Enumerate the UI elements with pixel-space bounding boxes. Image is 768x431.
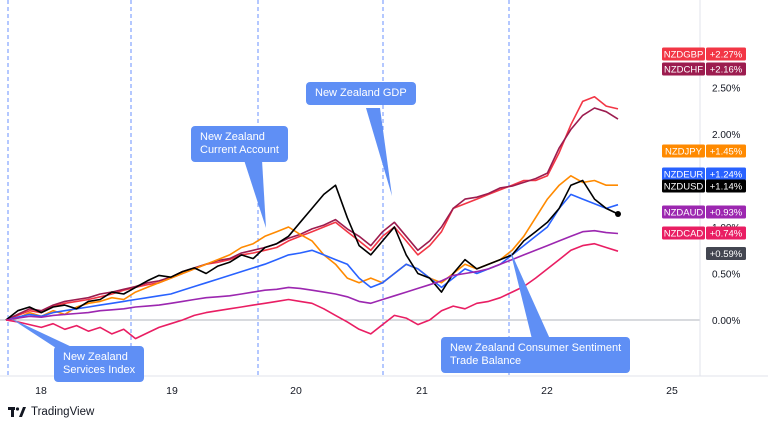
x-tick-label: 18 bbox=[35, 385, 47, 397]
series-layer bbox=[5, 96, 621, 340]
series-tag-nzdgbp: NZDGBP +2.27% bbox=[662, 47, 746, 61]
x-tick-label: 20 bbox=[290, 385, 302, 397]
series-tag-nzdeur: NZDEUR +1.24% bbox=[662, 167, 746, 181]
pointer-gdp bbox=[366, 108, 392, 196]
series-tag-name: NZDEUR bbox=[664, 170, 704, 181]
series-line-nzdjpy bbox=[5, 175, 618, 321]
series-tag-name-bg bbox=[662, 62, 705, 76]
footer-brand: TradingView bbox=[31, 406, 95, 418]
x-tick-label: 25 bbox=[666, 385, 678, 397]
series-tag-name: NZDAUD bbox=[664, 208, 704, 219]
series-tag-value: +0.93% bbox=[710, 208, 743, 219]
series-tag-value-bg bbox=[706, 144, 746, 158]
series-tag-name: NZDJPY bbox=[665, 147, 703, 158]
plot-background bbox=[0, 0, 700, 376]
series-tag-value-bg bbox=[706, 47, 746, 61]
series-tag-nzdaud: NZDAUD +0.93% bbox=[662, 205, 746, 219]
x-axis-ticks: 18 19 20 21 22 25 bbox=[35, 385, 678, 397]
series-line-nzdaud bbox=[5, 229, 619, 321]
series-tag-value-bg bbox=[706, 62, 746, 76]
x-tick-label: 21 bbox=[416, 385, 428, 397]
annotation-services-index: New Zealand Services Index bbox=[54, 346, 145, 382]
series-tag-nzdjpy: NZDJPY +1.45% bbox=[662, 144, 746, 158]
x-tick-label: 22 bbox=[541, 385, 553, 397]
pointer-current-account bbox=[244, 160, 266, 228]
annotation-consumer-sentiment: New Zealand Consumer Sentiment Trade Bal… bbox=[441, 337, 631, 373]
series-tag-value: +2.16% bbox=[710, 65, 743, 76]
x-tick-label: 19 bbox=[166, 385, 178, 397]
series-tag-value-bg bbox=[706, 205, 746, 219]
series-tag-name-bg bbox=[662, 179, 705, 193]
series-tag-nzdcad: NZDCAD +0.74% bbox=[662, 226, 746, 240]
axis-tag-grey: +0.59% bbox=[706, 247, 746, 260]
y-tick-label: 0.00% bbox=[712, 316, 740, 327]
series-tag-name: NZDCHF bbox=[664, 65, 703, 76]
series-tag-name: NZDCAD bbox=[664, 229, 704, 240]
annotation-gdp: New Zealand GDP bbox=[306, 82, 416, 105]
series-tag-value: +0.74% bbox=[710, 229, 743, 240]
axis-tag-grey-bg bbox=[706, 247, 746, 260]
series-tag-value: +2.27% bbox=[710, 50, 743, 61]
series-tag-nzdusd: NZDUSD +1.14% bbox=[662, 179, 746, 193]
series-tag-nzdchf: NZDCHF +2.16% bbox=[662, 62, 746, 76]
series-tag-value: +1.45% bbox=[710, 147, 743, 158]
y-tick-label: 2.50% bbox=[712, 84, 740, 95]
series-tag-value: +1.24% bbox=[710, 170, 743, 181]
annotation-current-account: New Zealand Current Account bbox=[191, 126, 288, 162]
callout-pointers bbox=[10, 108, 550, 348]
y-tick-label: 0.50% bbox=[712, 270, 740, 281]
chart: 2.50%2.00%1.50%1.00%0.50%0.00% 181920212… bbox=[0, 0, 768, 397]
axis-tag-grey-label: +0.59% bbox=[710, 249, 743, 260]
series-tag-name-bg bbox=[662, 144, 705, 158]
y-tick-label: 2.00% bbox=[712, 130, 740, 141]
series-tag-name: NZDGBP bbox=[664, 50, 704, 61]
series-tag-value-bg bbox=[706, 226, 746, 240]
tradingview-logo-icon bbox=[8, 406, 26, 417]
nzdusd-last-point bbox=[615, 210, 621, 217]
pointer-consumer-sentiment bbox=[510, 250, 550, 339]
series-tag-name-bg bbox=[662, 205, 705, 219]
footer: TradingView bbox=[8, 406, 94, 418]
series-line-nzdchf bbox=[5, 107, 619, 321]
series-tag-name-bg bbox=[662, 167, 705, 181]
series-line-nzdeur bbox=[5, 193, 619, 321]
series-tag-value-bg bbox=[706, 167, 746, 181]
series-tag-name: NZDUSD bbox=[664, 182, 704, 193]
series-tag-name-bg bbox=[662, 47, 705, 61]
series-tag-value: +1.14% bbox=[710, 182, 743, 193]
y-axis-ticks: 2.50%2.00%1.50%1.00%0.50%0.00% bbox=[712, 84, 740, 328]
series-tag-value-bg bbox=[706, 179, 746, 193]
pointer-services-index bbox=[10, 318, 74, 348]
series-line-nzdcad bbox=[5, 242, 619, 340]
series-tags: NZDGBP +2.27% NZDCHF +2.16% NZDJPY +1.45% NZDE… bbox=[662, 47, 746, 260]
series-tag-name-bg bbox=[662, 226, 705, 240]
series-line-nzdusd bbox=[5, 179, 619, 321]
